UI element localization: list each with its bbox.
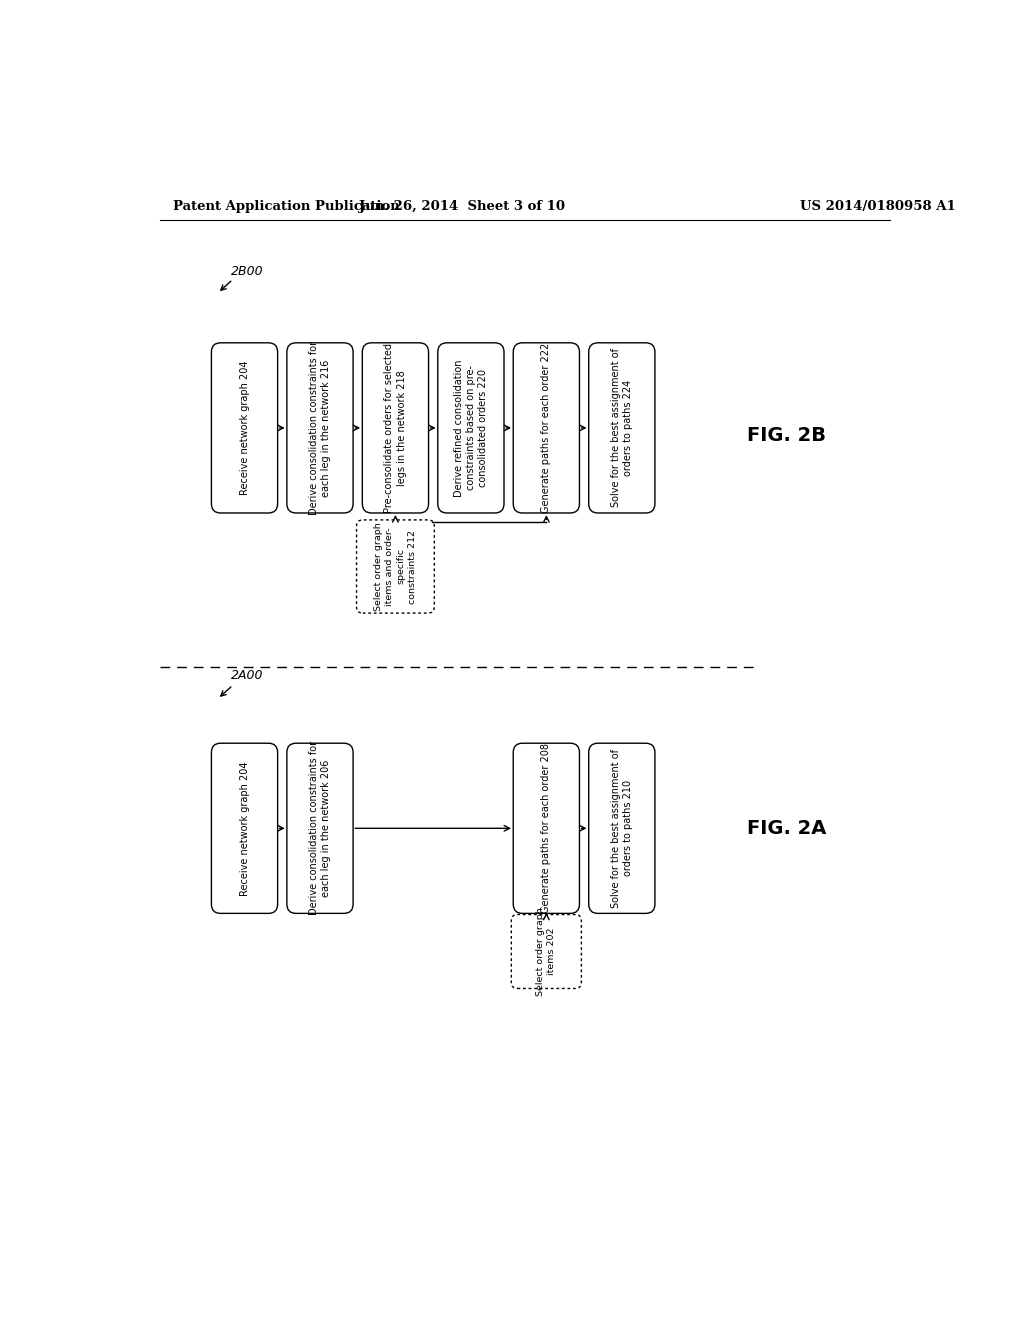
Text: Derive consolidation constraints for
each leg in the network 216: Derive consolidation constraints for eac… — [309, 341, 331, 515]
Text: Select order graph
items 202: Select order graph items 202 — [537, 907, 556, 995]
FancyBboxPatch shape — [438, 343, 504, 513]
Text: Select order graph
items and order-
specific
constraints 212: Select order graph items and order- spec… — [375, 523, 417, 611]
FancyBboxPatch shape — [362, 343, 429, 513]
Text: Derive consolidation constraints for
each leg in the network 206: Derive consolidation constraints for eac… — [309, 742, 331, 915]
Text: Generate paths for each order 222: Generate paths for each order 222 — [542, 343, 551, 513]
Text: 2A00: 2A00 — [230, 669, 263, 682]
FancyBboxPatch shape — [513, 743, 580, 913]
FancyBboxPatch shape — [356, 520, 434, 612]
FancyBboxPatch shape — [287, 743, 353, 913]
Text: Solve for the best assignment of
orders to paths 224: Solve for the best assignment of orders … — [610, 348, 633, 507]
Text: Derive refined consolidation
constraints based on pre-
consolidated orders 220: Derive refined consolidation constraints… — [454, 359, 488, 496]
Text: 2B00: 2B00 — [230, 265, 263, 277]
Text: Pre-consolidate orders for selected
legs in the network 218: Pre-consolidate orders for selected legs… — [384, 343, 407, 513]
Text: Patent Application Publication: Patent Application Publication — [173, 199, 399, 213]
FancyBboxPatch shape — [589, 343, 655, 513]
FancyBboxPatch shape — [513, 343, 580, 513]
Text: FIG. 2B: FIG. 2B — [746, 426, 825, 445]
Text: Receive network graph 204: Receive network graph 204 — [240, 762, 250, 895]
FancyBboxPatch shape — [287, 343, 353, 513]
Text: Receive network graph 204: Receive network graph 204 — [240, 360, 250, 495]
Text: Jun. 26, 2014  Sheet 3 of 10: Jun. 26, 2014 Sheet 3 of 10 — [358, 199, 564, 213]
Text: Generate paths for each order 208: Generate paths for each order 208 — [542, 743, 551, 913]
FancyBboxPatch shape — [211, 343, 278, 513]
Text: Solve for the best assignment of
orders to paths 210: Solve for the best assignment of orders … — [610, 748, 633, 908]
Text: FIG. 2A: FIG. 2A — [746, 818, 826, 838]
Text: US 2014/0180958 A1: US 2014/0180958 A1 — [801, 199, 956, 213]
FancyBboxPatch shape — [211, 743, 278, 913]
FancyBboxPatch shape — [511, 915, 582, 989]
FancyBboxPatch shape — [589, 743, 655, 913]
